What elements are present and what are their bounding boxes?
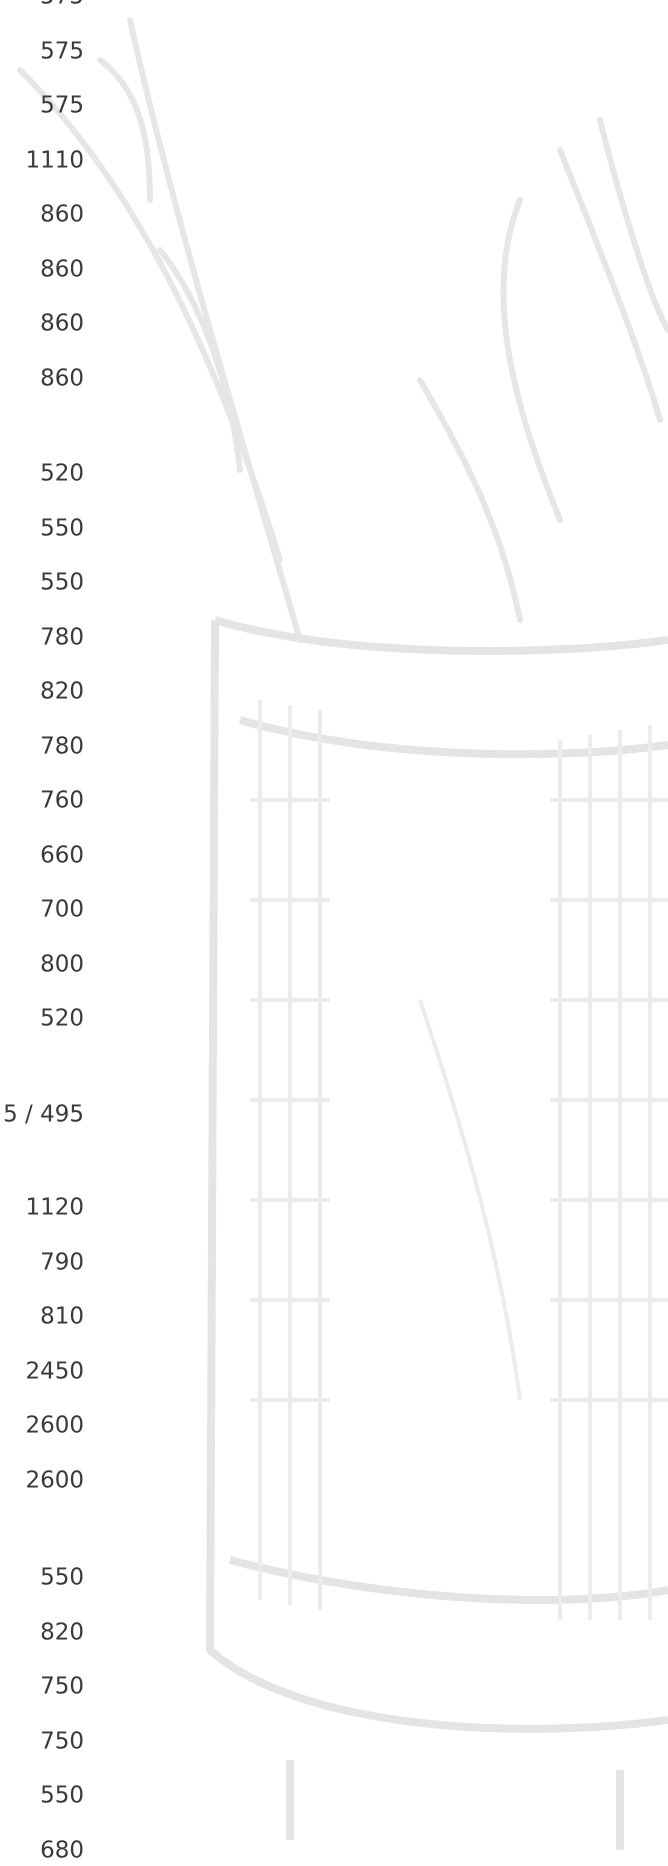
price: 680 bbox=[40, 1839, 84, 1862]
price: 575 bbox=[40, 40, 84, 63]
price: 520 bbox=[40, 463, 84, 486]
price: 810 bbox=[40, 1306, 84, 1329]
price: 660 bbox=[40, 844, 84, 867]
price: 750 bbox=[40, 1730, 84, 1753]
price: 5 / 495 bbox=[3, 1104, 84, 1127]
price: 780 bbox=[40, 626, 84, 649]
price: 2600 bbox=[25, 1469, 84, 1492]
price: 860 bbox=[40, 258, 84, 281]
price: 820 bbox=[40, 681, 84, 704]
price: 2450 bbox=[25, 1360, 84, 1383]
price: 550 bbox=[40, 1785, 84, 1808]
price: 820 bbox=[40, 1621, 84, 1644]
price: 575 bbox=[40, 95, 84, 118]
price: 550 bbox=[40, 572, 84, 595]
price: 760 bbox=[40, 790, 84, 813]
price: 860 bbox=[40, 367, 84, 390]
price: 790 bbox=[40, 1251, 84, 1274]
price-column: 575 575 575 1110 860 860 860 860 520 550 550 780 820… bbox=[0, 0, 668, 1866]
price: 550 bbox=[40, 1567, 84, 1590]
price: 1110 bbox=[25, 149, 84, 172]
price: 780 bbox=[40, 735, 84, 758]
page: 575 575 575 1110 860 860 860 860 520 550 550 780 820… bbox=[0, 0, 668, 1866]
price: 700 bbox=[40, 899, 84, 922]
price: 800 bbox=[40, 953, 84, 976]
price: 1120 bbox=[25, 1197, 84, 1220]
price: 550 bbox=[40, 517, 84, 540]
price: 860 bbox=[40, 204, 84, 227]
price: 575 bbox=[40, 0, 84, 9]
price: 750 bbox=[40, 1676, 84, 1699]
price: 520 bbox=[40, 1008, 84, 1031]
price: 2600 bbox=[25, 1415, 84, 1438]
price: 860 bbox=[40, 313, 84, 336]
